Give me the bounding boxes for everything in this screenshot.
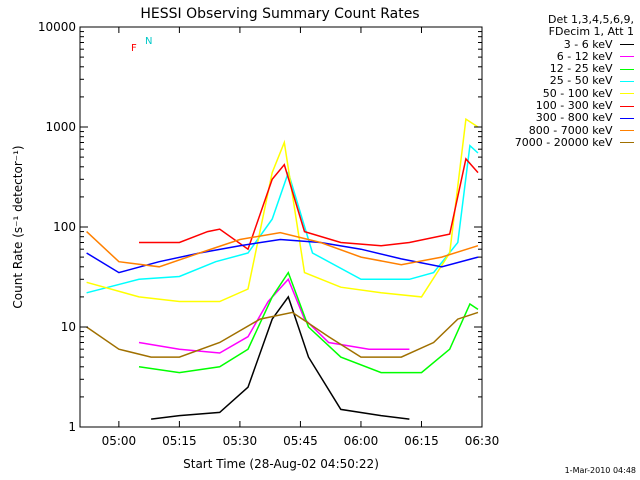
legend-label-3: 25 - 50 keV: [549, 74, 616, 88]
y-tick-label-3: 1000: [45, 120, 76, 134]
x-tick-label-5: 06:15: [404, 434, 439, 448]
axis-ticks: 05:00 05:15 05:30 05:45 06:00 06:15 06:30 1 10 10…: [38, 20, 499, 448]
legend-label-7: 800 - 7000 keV: [528, 123, 616, 137]
series-line-1: [138, 277, 410, 354]
x-tick-label-4: 06:00: [344, 434, 379, 448]
legend-item-0: 3 - 6 keV: [515, 37, 634, 51]
legend-item-3: 25 - 50 keV: [515, 75, 634, 87]
legend-item-2: 12 - 25 keV: [515, 63, 634, 75]
legend-items: 3 - 6 keV 6 - 12 keV 12 - 25 keV 25 - 50…: [514, 37, 634, 150]
flag-f-label: F: [131, 43, 137, 54]
legend-swatch-3: [620, 80, 634, 82]
y-tick-label-2: 100: [53, 220, 76, 234]
legend-swatch-5: [620, 105, 634, 107]
y-axis-label: Count Rate (s⁻¹ detector⁻¹): [11, 145, 25, 308]
legend-swatch-8: [620, 142, 634, 144]
series-line-2: [138, 270, 479, 374]
series-line-6: [86, 238, 479, 274]
chart-title: HESSI Observing Summary Count Rates: [140, 6, 419, 22]
legend-label-8: 7000 - 20000 keV: [514, 135, 616, 149]
series-line-4: [86, 117, 479, 303]
legend-item-7: 800 - 7000 keV: [515, 123, 634, 137]
flag-n-label: N: [145, 36, 152, 47]
legend-item-4: 50 - 100 keV: [515, 86, 634, 100]
x-axis-label: Start Time (28-Aug-02 04:50:22): [183, 457, 379, 471]
x-tick-label-0: 05:00: [102, 434, 137, 448]
generation-timestamp: 1-Mar-2010 04:48: [564, 466, 636, 475]
legend: Det 1,3,4,5,6,9, FDecim 1, Att 1 3 - 6 k…: [514, 13, 634, 150]
legend-label-1: 6 - 12 keV: [556, 49, 616, 63]
legend-item-5: 100 - 300 keV: [515, 99, 634, 113]
legend-swatch-6: [620, 117, 634, 119]
x-tick-label-1: 05:15: [162, 434, 197, 448]
series-line-7: [86, 231, 479, 268]
chart-marks: [86, 117, 479, 420]
series-line-0: [151, 295, 410, 420]
legend-item-8: 7000 - 20000 keV: [514, 135, 634, 149]
legend-item-1: 6 - 12 keV: [515, 49, 634, 63]
legend-item-6: 300 - 800 keV: [515, 112, 634, 124]
legend-label-5: 100 - 300 keV: [535, 99, 616, 113]
x-tick-label-3: 05:45: [283, 434, 318, 448]
y-tick-label-0: 1: [68, 420, 76, 434]
series-line-8: [86, 311, 479, 358]
legend-label-4: 50 - 100 keV: [542, 86, 616, 100]
y-tick-label-1: 10: [61, 320, 76, 334]
x-tick-label-2: 05:30: [223, 434, 258, 448]
legend-swatch-7: [620, 130, 634, 132]
series-line-5: [139, 157, 479, 251]
legend-swatch-1: [620, 56, 634, 58]
legend-header-line-1: Det 1,3,4,5,6,9,: [547, 13, 634, 26]
legend-label-0: 3 - 6 keV: [563, 37, 616, 51]
legend-label-6: 300 - 800 keV: [535, 111, 616, 125]
legend-swatch-2: [620, 68, 634, 70]
series-line-3: [86, 144, 479, 294]
legend-swatch-4: [620, 93, 634, 95]
x-tick-label-6: 06:30: [465, 434, 500, 448]
legend-swatch-0: [620, 44, 634, 46]
y-tick-label-4: 10000: [38, 20, 76, 34]
legend-label-2: 12 - 25 keV: [549, 62, 616, 76]
legend-header-line-2: FDecim 1, Att 1: [548, 25, 634, 39]
